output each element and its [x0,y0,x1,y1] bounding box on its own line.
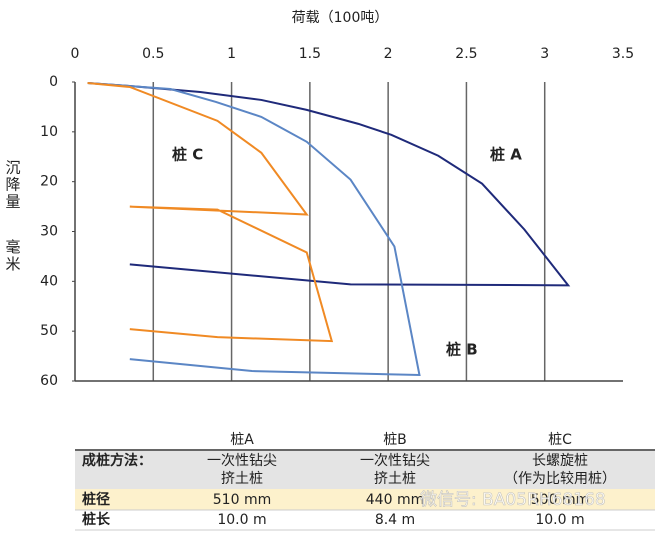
row-label: 桩长 [82,511,111,528]
row-bg [75,489,655,510]
table-cell: 440 mm [366,492,424,508]
y-tick-label: 60 [40,373,58,389]
series-label: 桩 C [172,146,203,164]
y-tick-label: 50 [40,323,58,339]
series-label: 桩 B [446,341,478,359]
table-cell: 10.0 m [535,512,584,528]
table-cell: 一次性钻尖 [360,453,430,469]
x-tick-label: 0 [71,46,80,62]
table-header: 桩A [230,431,254,448]
table-cell: 一次性钻尖 [207,453,277,469]
watermark: 微信号: BA05RH68168 [420,490,606,510]
row-label: 桩径 [82,491,110,508]
x-tick-label: 1.5 [299,46,321,62]
series-line [87,81,421,377]
y-tick-label: 0 [49,74,58,90]
x-tick-label: 3 [540,46,549,62]
y-tick-label: 30 [40,224,58,240]
table-header: 桩C [548,431,572,448]
table-cell: 挤土桩 [221,470,263,487]
table-cell: （作为比较用桩） [504,470,616,487]
table-cell: 长螺旋桩 [532,452,588,469]
series-line [87,82,334,343]
x-tick-label: 2 [384,46,393,62]
y-axis-label: 沉降量 [4,160,22,211]
y-tick-label: 10 [40,124,58,140]
series-label: 桩 A [490,146,522,164]
y-tick-label: 20 [40,174,58,190]
y-tick-label: 40 [40,273,58,289]
y-axis-label: 毫米 [4,238,22,273]
table-cell: 500 mm [531,492,589,508]
series-line [87,81,571,287]
x-tick-label: 1 [227,46,236,62]
table-header: 桩B [383,431,407,448]
table-cell: 8.4 m [375,512,415,528]
table-cell: 10.0 m [217,512,266,528]
table-cell: 510 mm [213,492,271,508]
row-label: 成桩方法： [82,452,152,469]
row-bg [75,451,655,489]
x-tick-label: 3.5 [612,46,634,62]
table-cell: 挤土桩 [374,470,416,487]
chart-title: 荷载（100吨） [292,10,389,26]
x-tick-label: 0.5 [142,46,164,62]
x-tick-label: 2.5 [455,46,477,62]
